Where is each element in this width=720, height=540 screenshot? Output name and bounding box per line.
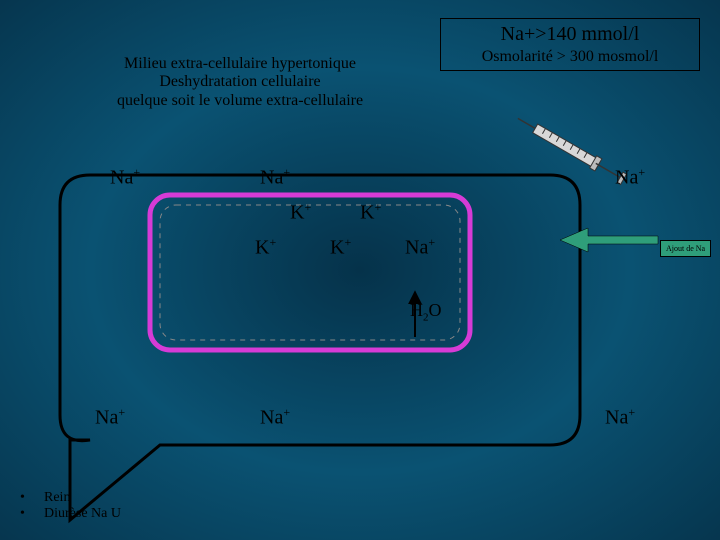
ion-label: K+ xyxy=(290,200,311,225)
bullet-dot-icon: • xyxy=(20,506,28,522)
ion-label: Na+ xyxy=(605,405,635,430)
ion-label: K+ xyxy=(330,235,351,260)
bullet-dot-icon: • xyxy=(20,490,28,506)
h2o-label: H2O xyxy=(410,300,442,324)
bullet-list: • Rein • Diurèse Na U xyxy=(20,490,121,522)
ion-label: Na+ xyxy=(260,165,290,190)
osmolarity-threshold: Osmolarité > 300 mosmol/l xyxy=(447,48,693,66)
header-line-2: Deshydratation cellulaire xyxy=(95,73,385,91)
bullet-item: • Rein xyxy=(20,490,121,506)
header-values-box: Na+>140 mmol/l Osmolarité > 300 mosmol/l xyxy=(440,18,700,71)
ion-label: K+ xyxy=(255,235,276,260)
ion-label: K+ xyxy=(360,200,381,225)
ion-label: Na+ xyxy=(260,405,290,430)
header-line-1: Milieu extra-cellulaire hypertonique xyxy=(95,55,385,73)
bullet-text: Rein xyxy=(44,490,70,506)
syringe-icon xyxy=(514,112,627,185)
slide-stage: Milieu extra-cellulaire hypertonique Des… xyxy=(0,0,720,540)
na-threshold: Na+>140 mmol/l xyxy=(447,23,693,46)
ion-label: Na+ xyxy=(405,235,435,260)
ajout-na-box: Ajout de Na xyxy=(660,240,711,257)
bullet-item: • Diurèse Na U xyxy=(20,506,121,522)
ion-label: Na+ xyxy=(110,165,140,190)
ajout-arrow xyxy=(560,228,658,252)
bullet-text: Diurèse Na U xyxy=(44,506,121,522)
speech-bubble xyxy=(60,175,580,520)
ion-label: Na+ xyxy=(615,165,645,190)
ajout-na-label: Ajout de Na xyxy=(666,244,705,253)
header-line-3: quelque soit le volume extra-cellulaire xyxy=(95,92,385,110)
header-description: Milieu extra-cellulaire hypertonique Des… xyxy=(95,55,385,110)
ion-label: Na+ xyxy=(95,405,125,430)
